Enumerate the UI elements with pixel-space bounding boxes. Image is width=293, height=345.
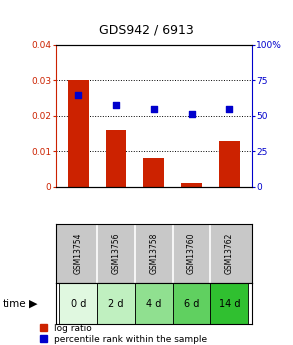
- Bar: [68, 80, 89, 187]
- Point: [227, 106, 232, 111]
- Text: GSM13760: GSM13760: [187, 233, 196, 274]
- Point: [114, 102, 118, 107]
- Point: [76, 92, 81, 97]
- Text: 14 d: 14 d: [219, 299, 240, 308]
- Text: 6 d: 6 d: [184, 299, 199, 308]
- Bar: [97, 283, 135, 324]
- Legend: log ratio, percentile rank within the sample: log ratio, percentile rank within the sa…: [40, 324, 207, 344]
- Text: ▶: ▶: [29, 299, 38, 308]
- Text: 0 d: 0 d: [71, 299, 86, 308]
- Bar: [135, 283, 173, 324]
- Text: GSM13756: GSM13756: [112, 233, 121, 274]
- Text: GDS942 / 6913: GDS942 / 6913: [99, 23, 194, 36]
- Bar: [144, 158, 164, 187]
- Text: GSM13758: GSM13758: [149, 233, 158, 274]
- Text: 4 d: 4 d: [146, 299, 161, 308]
- Point: [189, 112, 194, 117]
- Bar: [181, 183, 202, 187]
- Text: 2 d: 2 d: [108, 299, 124, 308]
- Bar: [106, 130, 127, 187]
- Bar: [210, 283, 248, 324]
- Text: GSM13762: GSM13762: [225, 233, 234, 274]
- Point: [151, 106, 156, 111]
- Bar: [59, 283, 97, 324]
- Bar: [219, 141, 240, 187]
- Bar: [173, 283, 210, 324]
- Text: GSM13754: GSM13754: [74, 233, 83, 274]
- Text: time: time: [3, 299, 27, 308]
